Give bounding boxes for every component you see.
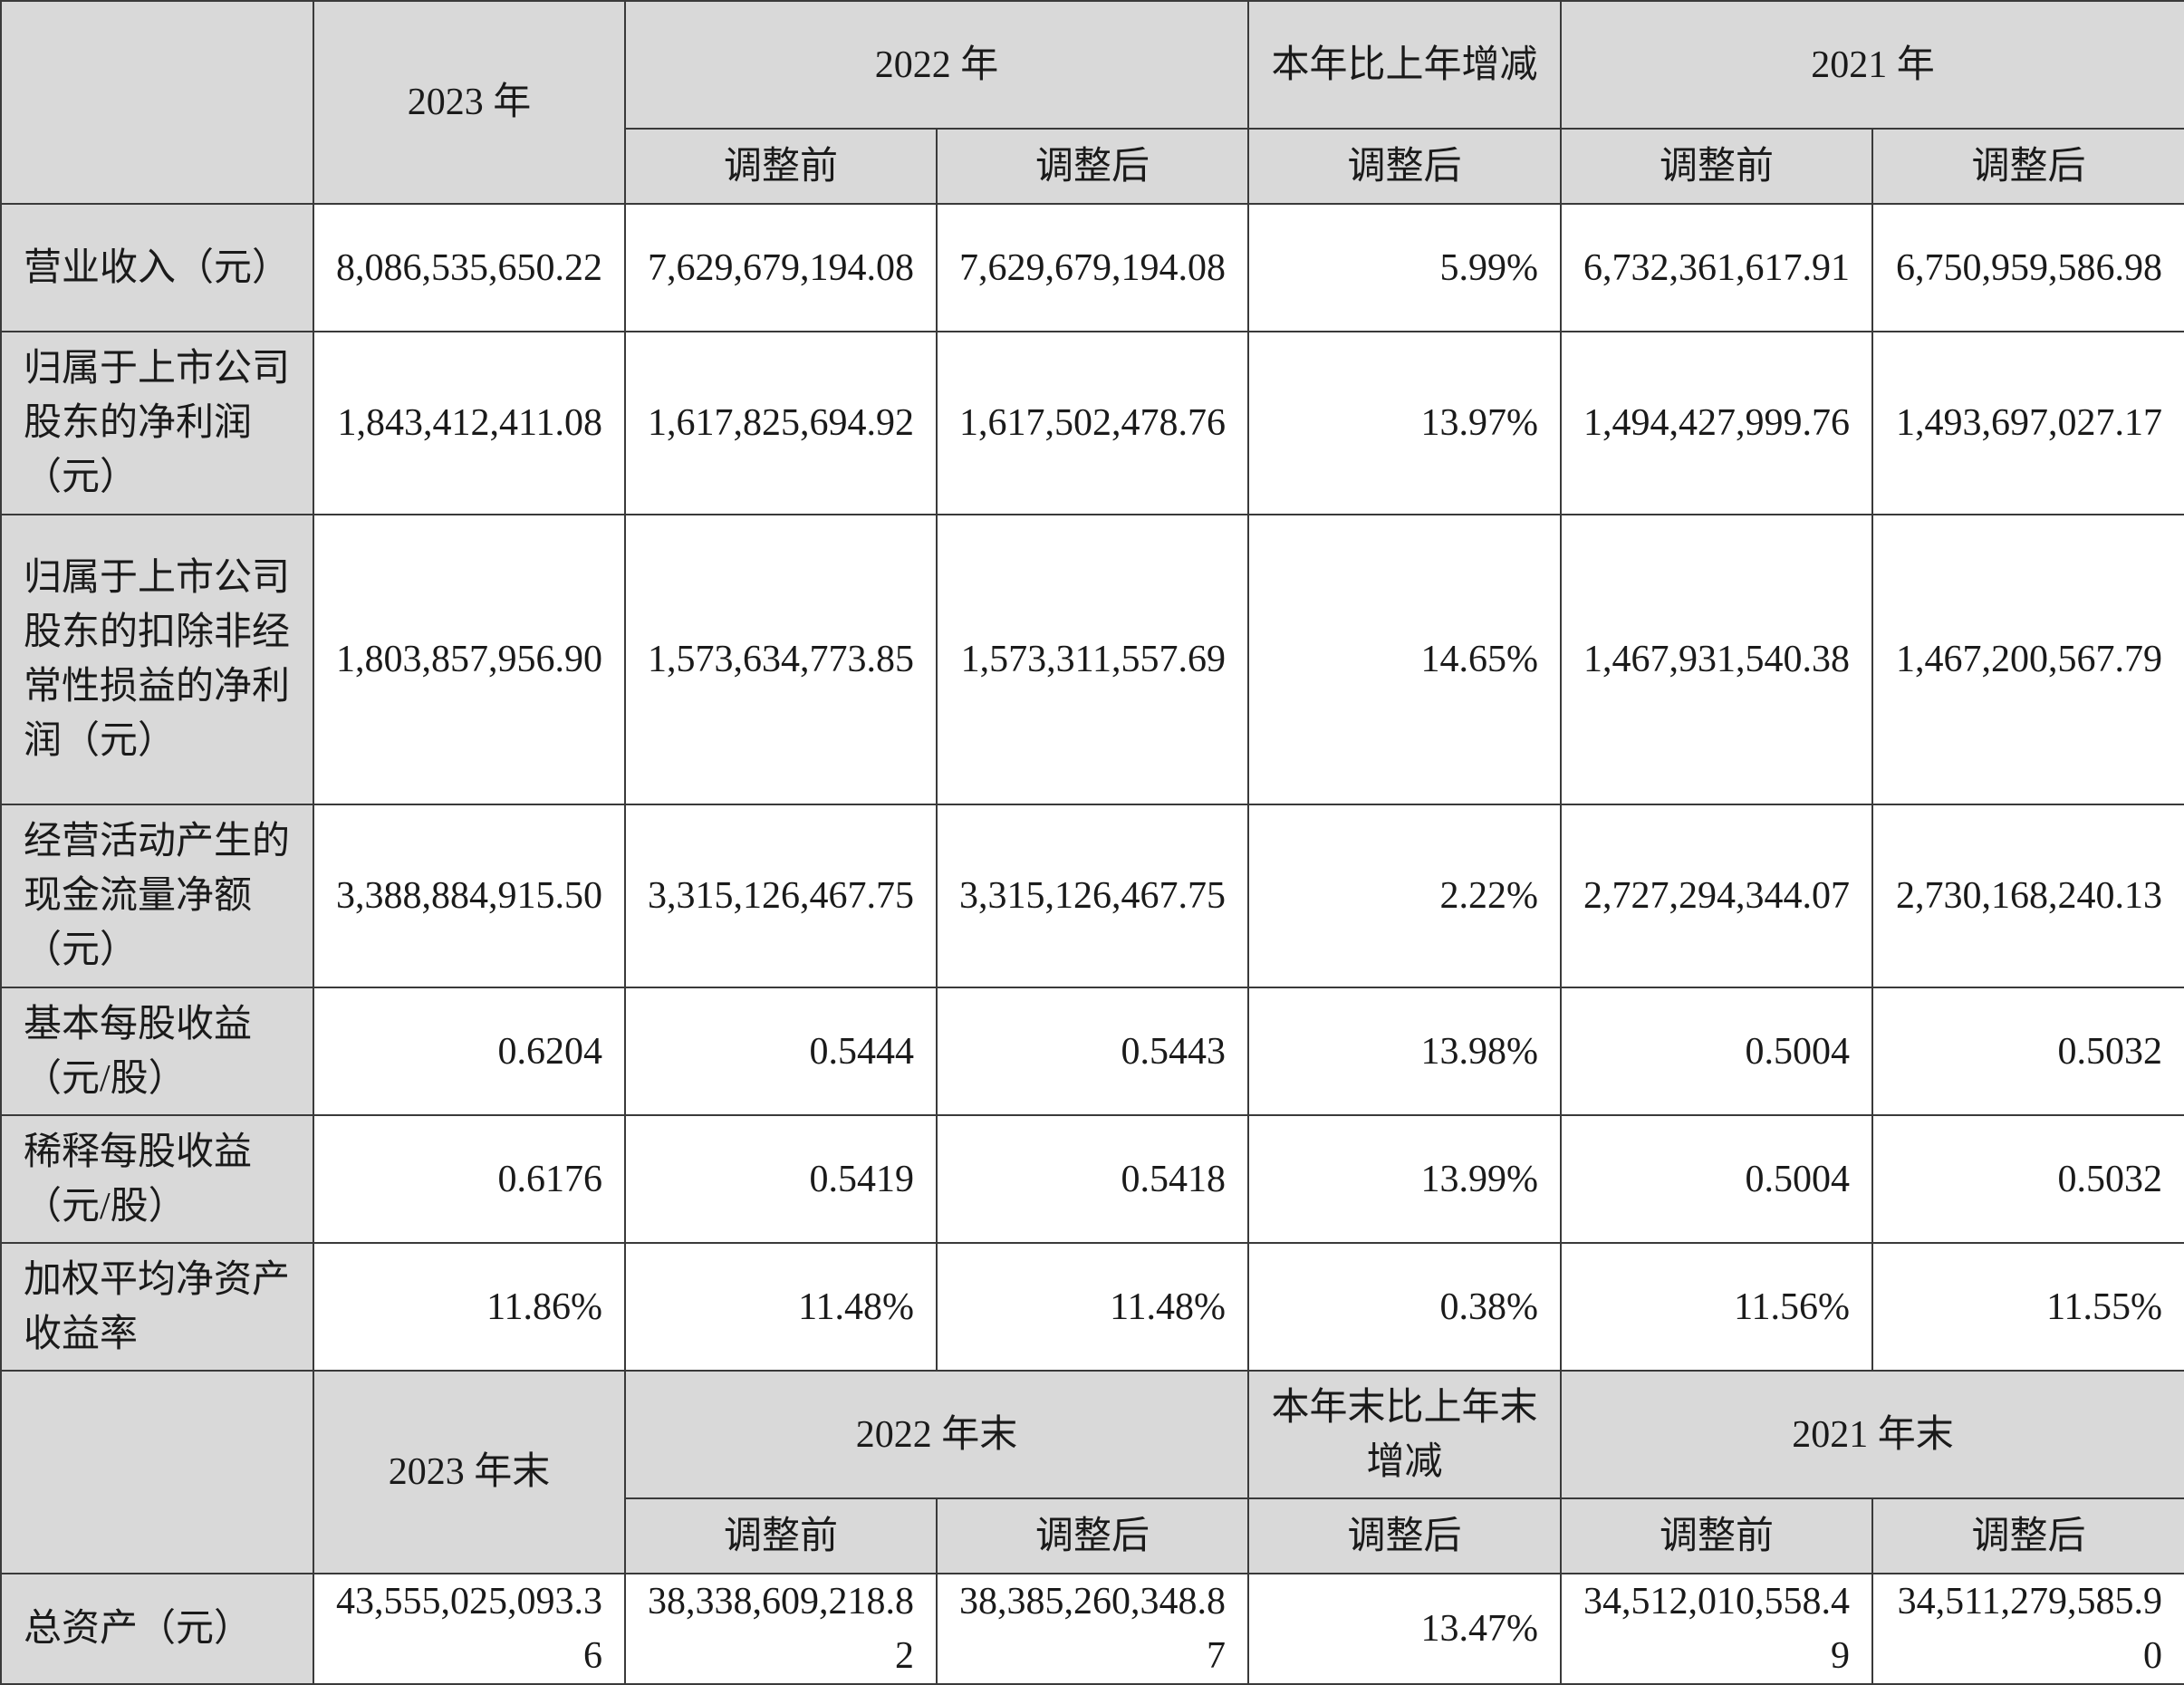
- value-2021-after: 34,511,279,585.90: [1871, 1573, 2184, 1685]
- table-row: 稀释每股收益（元/股） 0.6176 0.5419 0.5418 13.99% …: [0, 1114, 2184, 1244]
- subheader-2021-after: 调整后: [1871, 128, 2184, 205]
- header-corner-cell: [0, 0, 314, 205]
- value-2021-before: 11.56%: [1560, 1242, 1874, 1372]
- value-2022-after: 1,617,502,478.76: [935, 331, 1250, 515]
- row-label: 营业收入（元）: [0, 203, 314, 332]
- subheader-2021-before: 调整前: [1560, 1497, 1874, 1574]
- table-row: 基本每股收益（元/股） 0.6204 0.5444 0.5443 13.98% …: [0, 987, 2184, 1116]
- header-corner-cell: [0, 1370, 314, 1574]
- header-2022-end: 2022 年末: [623, 1370, 1250, 1499]
- value-2021-before: 34,512,010,558.49: [1560, 1573, 1874, 1685]
- value-2023: 8,086,535,650.22: [313, 203, 626, 332]
- value-change: 14.65%: [1247, 514, 1563, 805]
- value-2023: 0.6176: [313, 1114, 626, 1244]
- value-2021-after: 2,730,168,240.13: [1871, 804, 2184, 988]
- section2-subheader-row: 调整前 调整后 调整后 调整前 调整后: [1, 1497, 2184, 1574]
- subheader-2021-after: 调整后: [1871, 1497, 2184, 1574]
- subheader-2022-before: 调整前: [624, 128, 938, 205]
- header-2022: 2022 年: [623, 0, 1250, 130]
- section1-subheader-row: 调整前 调整后 调整后 调整前 调整后: [1, 128, 2184, 205]
- table-row: 总资产（元） 43,555,025,093.36 38,338,609,218.…: [0, 1573, 2184, 1685]
- value-2023: 1,803,857,956.90: [313, 514, 626, 805]
- header-change-end: 本年末比上年末增减: [1247, 1370, 1563, 1499]
- subheader-2022-after: 调整后: [935, 128, 1250, 205]
- value-2021-after: 6,750,959,586.98: [1871, 203, 2184, 332]
- section2-header-row: 2023 年末 2022 年末 本年末比上年末增减 2021 年末: [0, 1370, 2184, 1574]
- row-label: 加权平均净资产收益率: [0, 1242, 314, 1372]
- value-2021-before: 0.5004: [1560, 1114, 1874, 1244]
- value-change: 13.98%: [1247, 987, 1563, 1116]
- value-2021-after: 1,493,697,027.17: [1871, 331, 2184, 515]
- value-2021-after: 11.55%: [1871, 1242, 2184, 1372]
- value-2021-before: 2,727,294,344.07: [1560, 804, 1874, 988]
- subheader-change-after: 调整后: [1247, 1497, 1563, 1574]
- value-2023: 43,555,025,093.36: [313, 1573, 626, 1685]
- header-2023: 2023 年: [313, 0, 626, 205]
- row-label: 归属于上市公司股东的扣除非经常性损益的净利润（元）: [0, 514, 314, 805]
- header-2021: 2021 年: [1560, 0, 2184, 130]
- value-change: 5.99%: [1247, 203, 1563, 332]
- table-row: 营业收入（元） 8,086,535,650.22 7,629,679,194.0…: [0, 203, 2184, 332]
- section1-header-row: 2023 年 2022 年 本年比上年增减 2021 年: [0, 0, 2184, 205]
- value-2022-before: 3,315,126,467.75: [624, 804, 938, 988]
- table-row: 经营活动产生的现金流量净额（元） 3,388,884,915.50 3,315,…: [0, 804, 2184, 988]
- value-2021-before: 6,732,361,617.91: [1560, 203, 1874, 332]
- value-2022-before: 38,338,609,218.82: [624, 1573, 938, 1685]
- value-2021-before: 1,467,931,540.38: [1560, 514, 1874, 805]
- value-2022-after: 11.48%: [935, 1242, 1250, 1372]
- value-2021-after: 0.5032: [1871, 987, 2184, 1116]
- row-label: 基本每股收益（元/股）: [0, 987, 314, 1116]
- subheader-2022-before: 调整前: [624, 1497, 938, 1574]
- value-2022-after: 38,385,260,348.87: [935, 1573, 1250, 1685]
- value-2022-before: 7,629,679,194.08: [624, 203, 938, 332]
- value-2021-after: 1,467,200,567.79: [1871, 514, 2184, 805]
- value-2022-after: 1,573,311,557.69: [935, 514, 1250, 805]
- value-2021-before: 1,494,427,999.76: [1560, 331, 1874, 515]
- value-change: 13.99%: [1247, 1114, 1563, 1244]
- value-2022-before: 11.48%: [624, 1242, 938, 1372]
- row-label: 经营活动产生的现金流量净额（元）: [0, 804, 314, 988]
- value-2023: 0.6204: [313, 987, 626, 1116]
- value-2022-after: 0.5443: [935, 987, 1250, 1116]
- value-change: 2.22%: [1247, 804, 1563, 988]
- value-2023: 11.86%: [313, 1242, 626, 1372]
- value-2022-after: 3,315,126,467.75: [935, 804, 1250, 988]
- value-2021-after: 0.5032: [1871, 1114, 2184, 1244]
- value-2022-after: 0.5418: [935, 1114, 1250, 1244]
- table-row: 归属于上市公司股东的净利润（元） 1,843,412,411.08 1,617,…: [0, 331, 2184, 515]
- subheader-change-after: 调整后: [1247, 128, 1563, 205]
- value-change: 13.97%: [1247, 331, 1563, 515]
- row-label: 总资产（元）: [0, 1573, 314, 1685]
- header-change: 本年比上年增减: [1247, 0, 1563, 130]
- value-2022-before: 1,617,825,694.92: [624, 331, 938, 515]
- subheader-2021-before: 调整前: [1560, 128, 1874, 205]
- value-change: 0.38%: [1247, 1242, 1563, 1372]
- value-2022-before: 0.5419: [624, 1114, 938, 1244]
- value-change: 13.47%: [1247, 1573, 1563, 1685]
- value-2021-before: 0.5004: [1560, 987, 1874, 1116]
- subheader-2022-after: 调整后: [935, 1497, 1250, 1574]
- header-2021-end: 2021 年末: [1560, 1370, 2184, 1499]
- header-2023-end: 2023 年末: [313, 1370, 626, 1574]
- table-row: 加权平均净资产收益率 11.86% 11.48% 11.48% 0.38% 11…: [0, 1242, 2184, 1372]
- value-2022-before: 0.5444: [624, 987, 938, 1116]
- value-2023: 3,388,884,915.50: [313, 804, 626, 988]
- value-2023: 1,843,412,411.08: [313, 331, 626, 515]
- row-label: 归属于上市公司股东的净利润（元）: [0, 331, 314, 515]
- value-2022-after: 7,629,679,194.08: [935, 203, 1250, 332]
- row-label: 稀释每股收益（元/股）: [0, 1114, 314, 1244]
- value-2022-before: 1,573,634,773.85: [624, 514, 938, 805]
- table-row: 归属于上市公司股东的扣除非经常性损益的净利润（元） 1,803,857,956.…: [0, 514, 2184, 805]
